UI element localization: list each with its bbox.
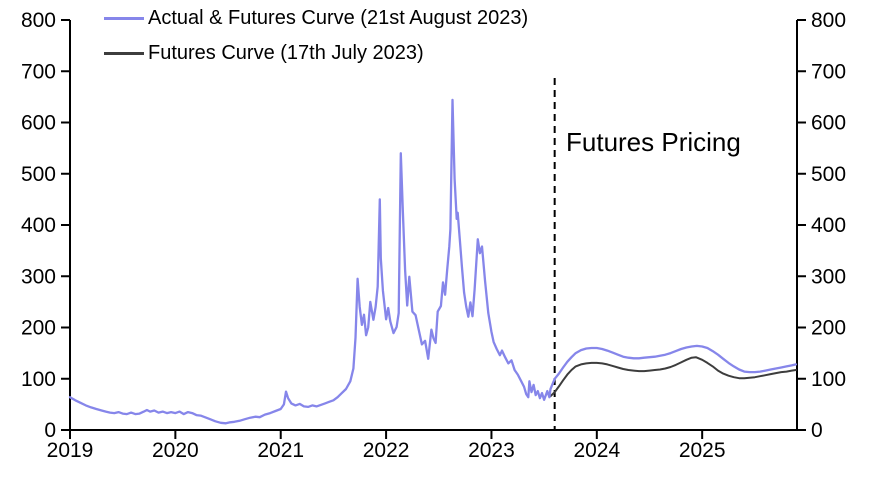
y-tick-label-right: 400 bbox=[811, 214, 846, 237]
futures-pricing-label: Futures Pricing bbox=[566, 127, 741, 157]
y-tick-label-right: 500 bbox=[811, 163, 846, 186]
futures-series-line bbox=[549, 356, 797, 398]
y-tick-label-left: 800 bbox=[21, 9, 56, 32]
y-tick-label-right: 800 bbox=[811, 9, 846, 32]
y-tick-label-left: 200 bbox=[21, 317, 56, 340]
legend-label-futures: Futures Curve (17th July 2023) bbox=[148, 42, 424, 64]
x-tick-label: 2020 bbox=[152, 439, 199, 462]
x-tick-label: 2024 bbox=[573, 439, 620, 462]
y-tick-label-right: 200 bbox=[811, 317, 846, 340]
legend: Actual & Futures Curve (21st August 2023… bbox=[104, 5, 528, 75]
x-tick-label: 2023 bbox=[468, 439, 515, 462]
y-tick-label-right: 100 bbox=[811, 368, 846, 391]
legend-swatch-actual bbox=[104, 16, 144, 20]
y-tick-label-left: 300 bbox=[21, 265, 56, 288]
y-tick-label-left: 0 bbox=[44, 419, 56, 442]
y-tick-label-left: 700 bbox=[21, 60, 56, 83]
y-tick-label-right: 300 bbox=[811, 265, 846, 288]
x-tick-label: 2022 bbox=[363, 439, 410, 462]
y-tick-label-left: 500 bbox=[21, 163, 56, 186]
y-tick-label-right: 600 bbox=[811, 112, 846, 135]
x-tick-label: 2025 bbox=[679, 439, 726, 462]
actual-series-line bbox=[68, 98, 798, 425]
y-tick-label-right: 0 bbox=[811, 419, 823, 442]
y-tick-label-left: 100 bbox=[21, 368, 56, 391]
x-tick-label: 2021 bbox=[257, 439, 304, 462]
legend-label-actual: Actual & Futures Curve (21st August 2023… bbox=[148, 7, 529, 29]
y-tick-label-right: 700 bbox=[811, 60, 846, 83]
x-tick-label: 2019 bbox=[47, 439, 94, 462]
legend-item-actual: Actual & Futures Curve (21st August 2023… bbox=[104, 5, 528, 31]
y-tick-label-left: 400 bbox=[21, 214, 56, 237]
y-tick-label-left: 600 bbox=[21, 112, 56, 135]
legend-swatch-futures bbox=[104, 51, 144, 55]
legend-item-futures: Futures Curve (17th July 2023) bbox=[104, 40, 528, 66]
